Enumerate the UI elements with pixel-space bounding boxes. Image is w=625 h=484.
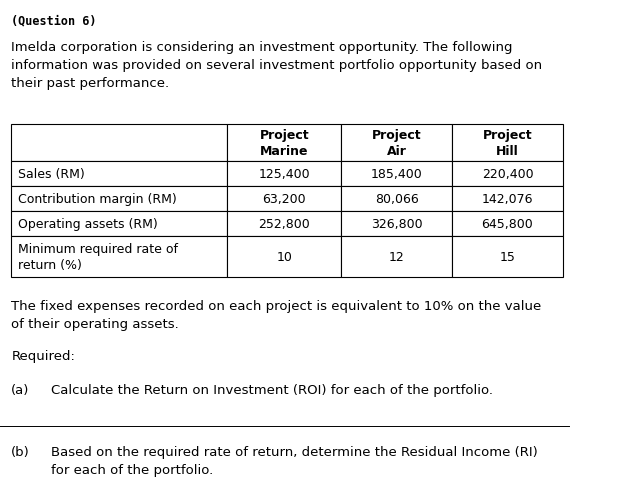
Bar [11,162,227,187]
Text: 185,400: 185,400 [371,168,423,181]
Text: 12: 12 [389,251,404,264]
Bar [228,237,341,278]
Text: Based on the required rate of return, determine the Residual Income (RI)
for eac: Based on the required rate of return, de… [51,445,538,476]
Text: Required:: Required: [11,349,75,363]
Text: Minimum required rate of
return (%): Minimum required rate of return (%) [18,243,178,272]
Bar [11,187,227,212]
Text: 645,800: 645,800 [482,218,533,231]
Text: (b): (b) [11,445,30,458]
Bar [452,125,563,162]
Text: 252,800: 252,800 [258,218,310,231]
Bar [452,187,563,212]
Text: Calculate the Return on Investment (ROI) for each of the portfolio.: Calculate the Return on Investment (ROI)… [51,383,493,396]
Bar [228,187,341,212]
Text: 326,800: 326,800 [371,218,423,231]
Text: Project
Air: Project Air [372,129,421,158]
Text: 125,400: 125,400 [259,168,310,181]
Text: Contribution margin (RM): Contribution margin (RM) [18,193,177,206]
Bar [341,162,452,187]
Bar [341,212,452,237]
Text: The fixed expenses recorded on each project is equivalent to 10% on the value
of: The fixed expenses recorded on each proj… [11,299,542,330]
Bar [228,162,341,187]
Bar [452,212,563,237]
Bar [11,212,227,237]
Bar [341,237,452,278]
Bar [11,237,227,278]
Bar [452,162,563,187]
Bar [228,125,341,162]
Text: 80,066: 80,066 [375,193,419,206]
Bar [452,237,563,278]
Text: (Question 6): (Question 6) [11,15,97,28]
Text: Sales (RM): Sales (RM) [18,168,85,181]
Text: Imelda corporation is considering an investment opportunity. The following
infor: Imelda corporation is considering an inv… [11,41,542,90]
Text: 220,400: 220,400 [482,168,533,181]
Text: 142,076: 142,076 [482,193,533,206]
Bar [341,187,452,212]
Text: Project
Hill: Project Hill [482,129,532,158]
Bar [341,125,452,162]
Text: Project
Marine: Project Marine [259,129,309,158]
Text: 15: 15 [499,251,516,264]
Text: Operating assets (RM): Operating assets (RM) [18,218,158,231]
Text: 63,200: 63,200 [262,193,306,206]
Text: 10: 10 [276,251,292,264]
Bar [11,125,227,162]
Bar [228,212,341,237]
Text: (a): (a) [11,383,30,396]
